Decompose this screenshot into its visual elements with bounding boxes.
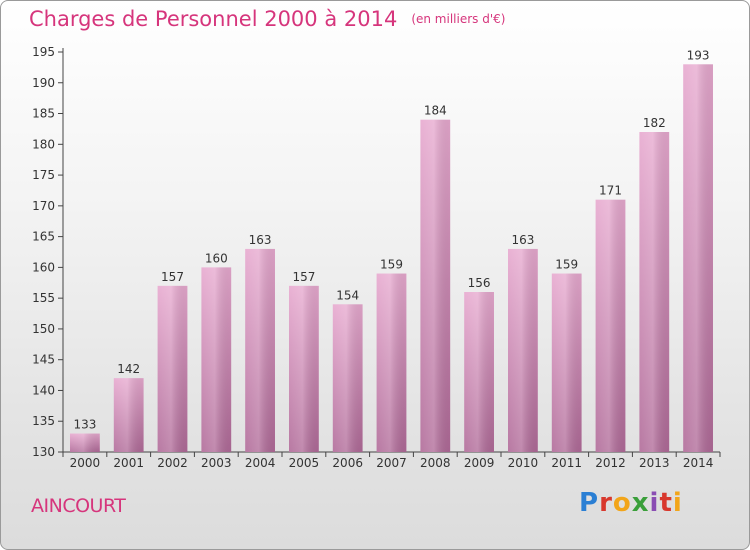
y-tick-label: 135 — [32, 414, 55, 428]
value-label-2014: 193 — [687, 48, 710, 62]
bar-shine — [70, 433, 100, 452]
bar-shine — [508, 248, 538, 452]
value-label-2009: 156 — [468, 276, 491, 290]
y-tick-label: 130 — [32, 445, 55, 459]
x-tick-label: 2012 — [595, 456, 626, 470]
bar-shine — [551, 273, 582, 452]
bar-shine — [289, 285, 319, 452]
value-label-2004: 163 — [249, 233, 272, 247]
bar-shine — [376, 273, 407, 452]
value-label-2000: 133 — [73, 418, 96, 432]
bar-shine — [201, 267, 232, 452]
bar-shine — [595, 199, 626, 452]
bar-shine — [420, 119, 451, 452]
x-tick-label: 2006 — [332, 456, 363, 470]
proxiti-logo: Proxiti — [579, 488, 683, 518]
value-label-2013: 182 — [643, 116, 666, 130]
x-tick-label: 2005 — [289, 456, 320, 470]
x-tick-label: 2001 — [113, 456, 144, 470]
x-tick-label: 2013 — [639, 456, 670, 470]
x-tick-label: 2009 — [464, 456, 495, 470]
value-label-2010: 163 — [511, 233, 534, 247]
value-label-2008: 184 — [424, 104, 447, 118]
bar-shine — [245, 248, 275, 452]
data-labels: 133 142 157 160 163 157 154 159 184 156 163 159 171 1… — [73, 48, 709, 431]
y-tick-label: 150 — [32, 322, 55, 336]
y-tick-label: 190 — [32, 76, 55, 90]
x-tick-label: 2003 — [201, 456, 232, 470]
y-tick-label: 185 — [32, 107, 55, 121]
x-tick-label: 2014 — [683, 456, 714, 470]
x-tick-label: 2010 — [508, 456, 539, 470]
x-tick-label: 2008 — [420, 456, 451, 470]
value-label-2006: 154 — [336, 288, 359, 302]
bar-shine — [464, 292, 494, 452]
unit-label: (en milliers d'€) — [411, 12, 506, 26]
x-tick-label: 2000 — [70, 456, 101, 470]
bar-shine — [157, 285, 188, 452]
x-tick-label: 2011 — [551, 456, 582, 470]
y-tick-label: 180 — [32, 137, 55, 151]
y-tick-label: 165 — [32, 230, 55, 244]
value-label-2002: 157 — [161, 270, 184, 284]
y-tick-label: 175 — [32, 168, 55, 182]
bar-shine — [683, 64, 713, 453]
title-text: Charges de Personnel 2000 à 2014 — [29, 7, 398, 31]
bar-shine — [113, 378, 144, 452]
y-tick-label: 145 — [32, 353, 55, 367]
bar-shine — [639, 132, 670, 452]
y-tick-label: 170 — [32, 199, 55, 213]
value-label-2003: 160 — [205, 251, 228, 265]
chart-title: Charges de Personnel 2000 à 2014 (en mill… — [29, 7, 505, 31]
x-tick-label: 2004 — [245, 456, 276, 470]
x-tick-label: 2002 — [157, 456, 188, 470]
value-label-2007: 159 — [380, 258, 403, 272]
value-label-2012: 171 — [599, 184, 622, 198]
y-tick-label: 160 — [32, 260, 55, 274]
value-label-2005: 157 — [292, 270, 315, 284]
axes: 130 135 140 145 150 155 160 165 170 175 180 185 190 1… — [32, 45, 721, 470]
bars — [70, 64, 713, 453]
y-tick-label: 195 — [32, 45, 55, 59]
city-name: AINCOURT — [31, 495, 126, 517]
value-label-2001: 142 — [117, 362, 140, 376]
bar-shine — [332, 304, 363, 452]
y-tick-label: 155 — [32, 291, 55, 305]
y-tick-label: 140 — [32, 383, 55, 397]
value-label-2011: 159 — [555, 258, 578, 272]
x-tick-label: 2007 — [376, 456, 407, 470]
